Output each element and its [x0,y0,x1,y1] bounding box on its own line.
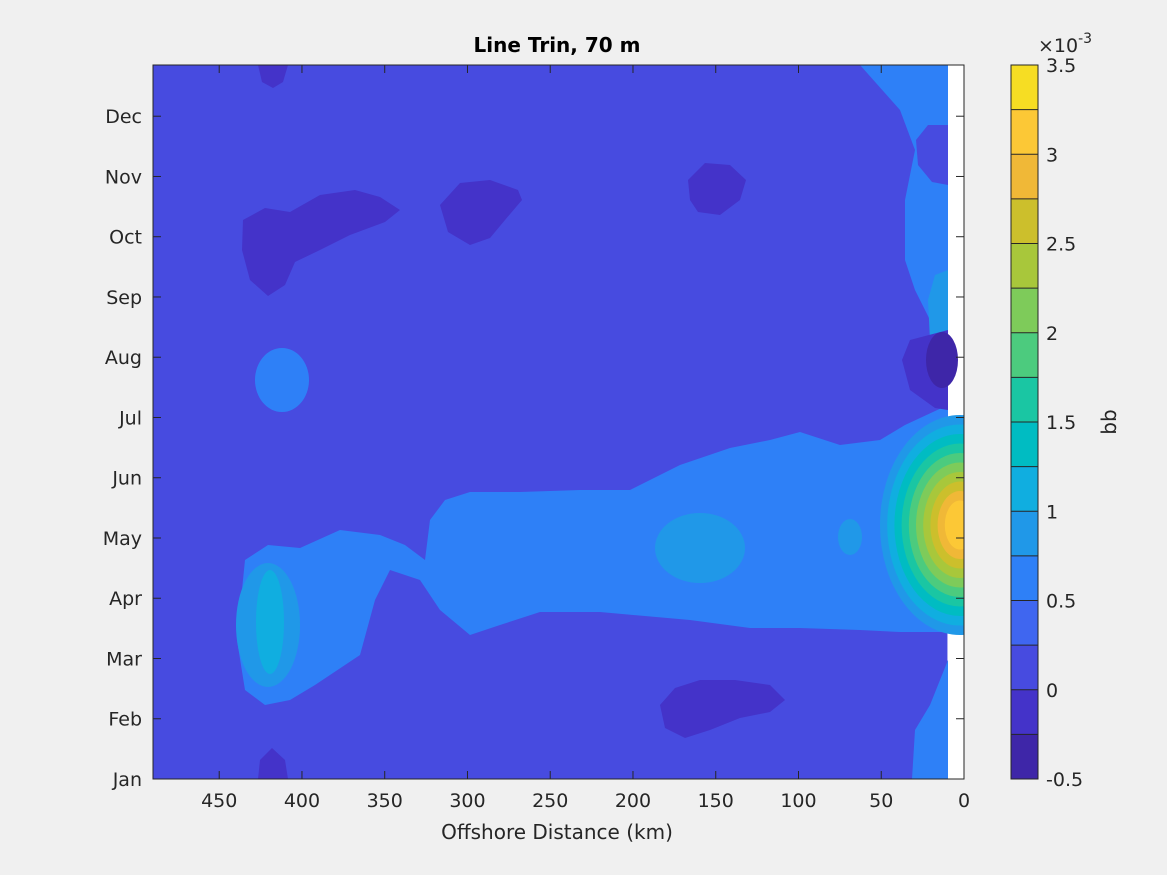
y-tick-label: Mar [106,648,142,670]
contour-region-nearshore-oct [928,270,948,340]
contour-region-415km-aug [255,348,309,412]
colorbar-swatch [1011,377,1038,422]
colorbar-label: bb [1097,409,1121,434]
colorbar-swatch [1011,109,1038,155]
y-tick-label: Jun [111,468,142,490]
colorbar-swatches [1011,65,1038,779]
colorbar-tick-label: -0.5 [1046,769,1083,791]
colorbar-swatch [1011,555,1038,601]
contour-region-nearshore-dec [916,125,948,185]
contour-region-420km-dec [258,65,288,88]
contour-region-150km-nov [688,163,746,215]
colorbar-swatch [1011,645,1038,690]
y-axis: Jan Feb Mar Apr May Jun Jul Aug Sep Oct Nov Dec [103,106,964,791]
contour-region-offshore-spring-core [256,570,284,674]
x-axis: 450 400 350 300 250 200 150 100 50 0 [201,65,970,812]
x-tick-label: 200 [615,790,651,812]
x-axis-label: Offshore Distance (km) [441,820,673,844]
contour-fills [153,65,964,779]
colorbar-ticks: -0.5 0 0.5 1 1.5 2 2.5 3 3.5 [1046,55,1083,791]
colorbar-tick-label: 0.5 [1046,591,1076,613]
x-tick-label: 150 [698,790,734,812]
colorbar-frame [1010,64,1039,780]
colorbar-tick-label: 0 [1046,680,1058,702]
plot-area: 450 400 350 300 250 200 150 100 50 0 Jan Feb Mar Apr… [103,64,970,812]
x-tick-label: 100 [780,790,816,812]
y-tick-label: Jan [112,769,142,791]
colorbar-swatch [1011,288,1038,333]
colorbar-tick-label: 3.5 [1046,55,1076,77]
contour-region-70km-may [838,519,862,555]
colorbar: -0.5 0 0.5 1 1.5 2 2.5 3 3.5 ×10-3 bb [1010,31,1121,791]
contour-region-nearshore-summer-core [926,332,958,388]
y-tick-label: Dec [105,106,142,128]
x-tick-label: 50 [869,790,893,812]
colorbar-tick-label: 2 [1046,323,1058,345]
x-tick-label: 350 [367,790,403,812]
contour-region-420km-jan [258,748,288,779]
colorbar-swatch [1011,600,1038,646]
colorbar-swatch [1011,734,1038,779]
colorbar-exponent-power: -3 [1078,31,1092,47]
colorbar-tick-label: 1.5 [1046,412,1076,434]
y-tick-label: Oct [109,227,142,249]
chart-title: Line Trin, 70 m [474,33,641,57]
colorbar-swatch [1011,689,1038,735]
x-tick-label: 0 [958,790,970,812]
contour-region-150km-feb [660,680,785,738]
colorbar-exponent-base: ×10 [1038,35,1078,57]
colorbar-swatch [1011,198,1038,244]
colorbar-swatch [1011,332,1038,378]
contour-region-nearshore-winter [912,660,948,779]
y-tick-label: Feb [108,709,142,731]
x-tick-label: 250 [532,790,568,812]
x-tick-label: 300 [449,790,485,812]
colorbar-tick-label: 1 [1046,501,1058,523]
colorbar-tick-label: 3 [1046,144,1058,166]
colorbar-swatch [1011,243,1038,289]
colorbar-tick-label: 2.5 [1046,234,1076,256]
colorbar-swatch [1011,466,1038,512]
y-tick-label: Apr [109,588,142,610]
contour-region-150km-may [655,513,745,583]
contour-region-290km-oct [440,180,522,245]
y-tick-label: May [103,528,142,550]
contour-region-nearshore-spring [944,500,964,550]
y-tick-label: Aug [105,347,142,369]
plot-frame [152,64,965,780]
y-tick-label: Jul [118,407,142,429]
y-tick-label: Sep [106,287,142,309]
colorbar-swatch [1011,511,1038,556]
colorbar-swatch [1011,154,1038,199]
y-tick-label: Nov [105,166,142,188]
colorbar-exponent: ×10-3 [1038,31,1092,57]
x-tick-label: 450 [201,790,237,812]
colorbar-swatch [1011,422,1038,467]
contour-region-420km-oct [242,190,400,296]
x-tick-label: 400 [284,790,320,812]
colorbar-swatch [1011,65,1038,110]
contour-region-spring-band [237,405,948,705]
